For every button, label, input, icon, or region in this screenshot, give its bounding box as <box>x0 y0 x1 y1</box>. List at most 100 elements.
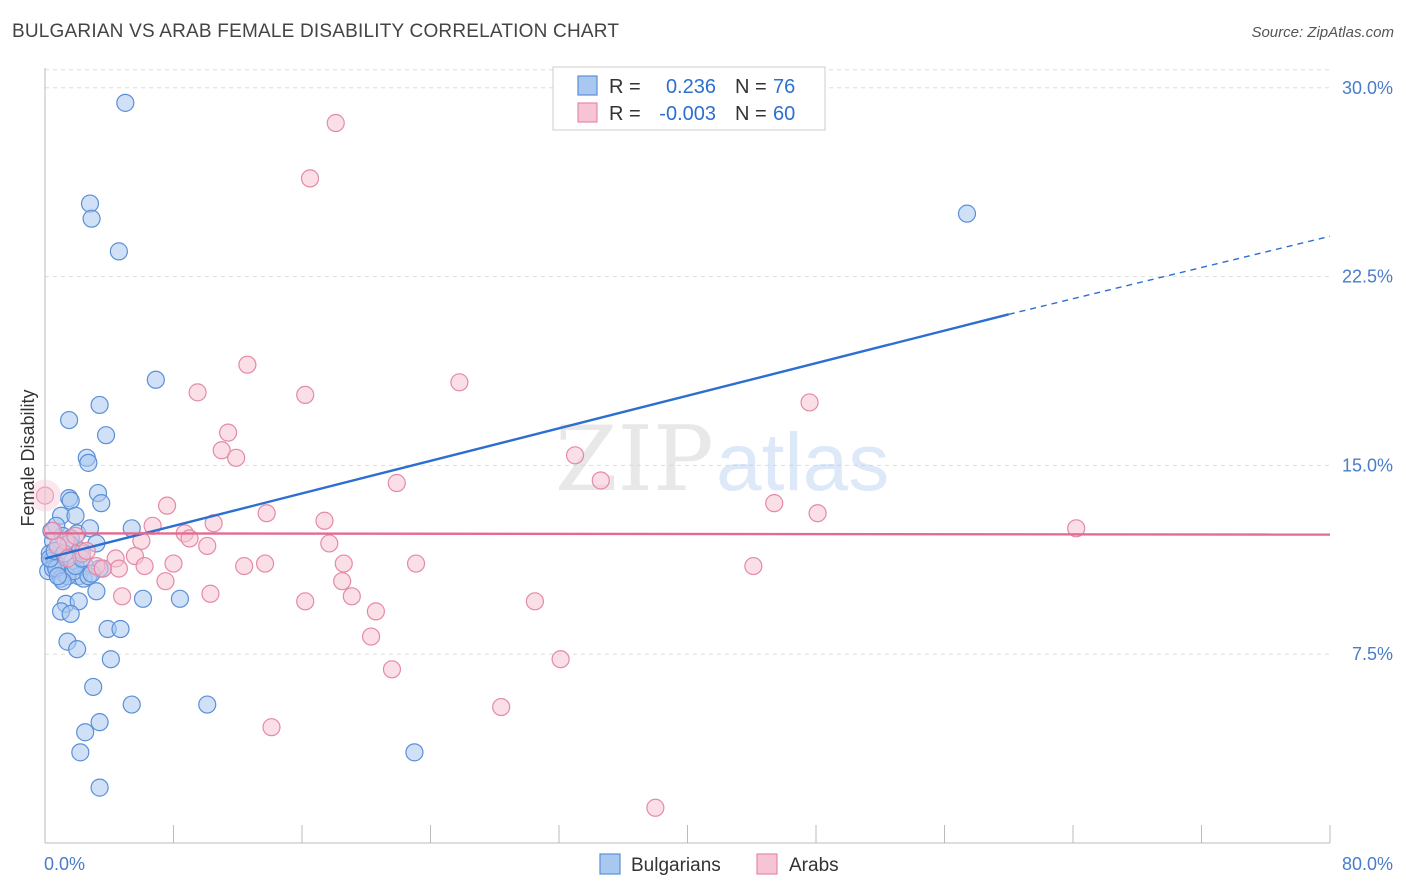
arab-point <box>387 473 406 493</box>
bulgarian-point <box>79 453 98 472</box>
legend-r-label-1: R = <box>609 76 641 98</box>
bulgarian-point <box>122 695 141 714</box>
arab-point <box>238 355 257 374</box>
x-tick-label: 0.0% <box>44 854 85 874</box>
bulgarian-point <box>61 491 80 510</box>
bulgarian-trend-extension <box>1008 235 1331 316</box>
legend-n-label-1: N = <box>735 76 767 98</box>
bulgarian-point <box>92 494 111 513</box>
bulgarian-point <box>87 582 106 601</box>
arab-point <box>93 559 112 578</box>
arab-point <box>765 494 784 513</box>
legend-n-value-1: 76 <box>773 76 795 98</box>
arab-point <box>156 572 175 591</box>
arab-point <box>450 373 469 392</box>
arab-point <box>591 471 610 490</box>
arab-point <box>109 559 128 578</box>
correlation-legend: R = 0.236 N = 76 R = -0.003 N = 60 <box>552 66 826 131</box>
arab-point <box>1067 519 1086 538</box>
bulgarian-point <box>80 194 100 213</box>
arab-point <box>320 534 339 553</box>
watermark-atlas: atlas <box>716 417 889 508</box>
arab-point <box>164 554 183 573</box>
arab-point <box>646 798 665 817</box>
arab-point <box>296 592 315 611</box>
arab-point <box>361 627 381 646</box>
watermark: ZIP atlas <box>555 407 889 512</box>
arab-point <box>800 393 819 412</box>
arab-point <box>565 446 585 465</box>
arab-point <box>112 587 132 606</box>
y-tick-label: 15.0% <box>1342 455 1393 475</box>
chart-source: Source: ZipAtlas.com <box>1251 24 1394 41</box>
chart-title: BULGARIAN VS ARAB FEMALE DISABILITY CORR… <box>12 21 620 42</box>
bulgarian-point <box>957 204 977 223</box>
legend-swatch-bulgarians <box>577 75 598 96</box>
bulgarian-point <box>66 506 85 525</box>
bulgarian-point <box>109 242 128 261</box>
y-tick-label: 7.5% <box>1352 644 1393 664</box>
arab-point <box>366 602 385 621</box>
arab-point <box>315 511 334 530</box>
bulgarian-point <box>82 209 101 228</box>
bulgarian-point <box>90 395 109 415</box>
bottom-legend-swatch-arabs <box>756 853 778 875</box>
legend-r-value-1: 0.236 <box>666 76 716 98</box>
arab-point <box>227 448 246 467</box>
arab-point <box>219 423 238 442</box>
arab-point <box>43 521 63 540</box>
legend-n-value-2: 60 <box>773 103 795 125</box>
bulgarian-point <box>59 410 79 430</box>
arab-point <box>525 592 545 611</box>
arab-point <box>551 650 570 669</box>
arab-point <box>342 587 361 606</box>
bulgarian-point <box>146 370 165 389</box>
arab-point <box>35 486 55 505</box>
legend-swatch-arabs <box>577 102 598 123</box>
axes: 0.0% 80.0% <box>44 68 1393 874</box>
arab-point <box>255 554 275 573</box>
bulgarian-point <box>61 604 80 624</box>
arab-point <box>808 504 827 523</box>
series-legend: Bulgarians Arabs <box>599 853 839 876</box>
bulgarian-point <box>111 619 130 639</box>
bulgarian-point <box>116 93 135 112</box>
bulgarian-point <box>71 743 90 762</box>
arab-point <box>29 479 61 512</box>
arab-point <box>326 113 345 133</box>
arab-point <box>66 526 85 545</box>
arab-point <box>188 383 207 402</box>
y-axis-label: Female Disability <box>18 389 38 526</box>
arab-point <box>262 718 281 737</box>
bulgarian-point <box>48 567 67 586</box>
arab-point <box>300 169 320 188</box>
y-tick-label: 30.0% <box>1342 78 1393 98</box>
bottom-legend-swatch-bulgarians <box>599 853 621 875</box>
arab-point <box>212 441 231 460</box>
arab-point <box>406 554 426 573</box>
arab-point <box>201 584 220 603</box>
x-tick-label: 80.0% <box>1342 854 1393 874</box>
bulgarian-point <box>96 426 116 445</box>
y-tick-label: 22.5% <box>1342 267 1393 287</box>
bulgarian-point <box>170 589 190 608</box>
bulgarian-point <box>84 677 103 697</box>
arab-point <box>334 554 353 573</box>
arab-point <box>382 660 402 679</box>
bottom-legend-arabs: Arabs <box>789 855 839 876</box>
trend-lines <box>44 235 1331 560</box>
arab-trend-line <box>44 532 1331 536</box>
bulgarian-point <box>198 695 217 714</box>
arab-point <box>492 697 511 717</box>
legend-r-label-2: R = <box>609 103 641 125</box>
legend-n-label-2: N = <box>735 103 767 125</box>
arab-point <box>235 556 254 576</box>
arab-point <box>77 541 96 561</box>
bulgarian-point <box>90 778 109 797</box>
bulgarian-trend-line <box>44 313 1010 560</box>
arab-point <box>198 536 217 556</box>
arab-point <box>257 504 276 523</box>
arab-point <box>135 556 154 576</box>
bulgarian-point <box>405 743 424 762</box>
